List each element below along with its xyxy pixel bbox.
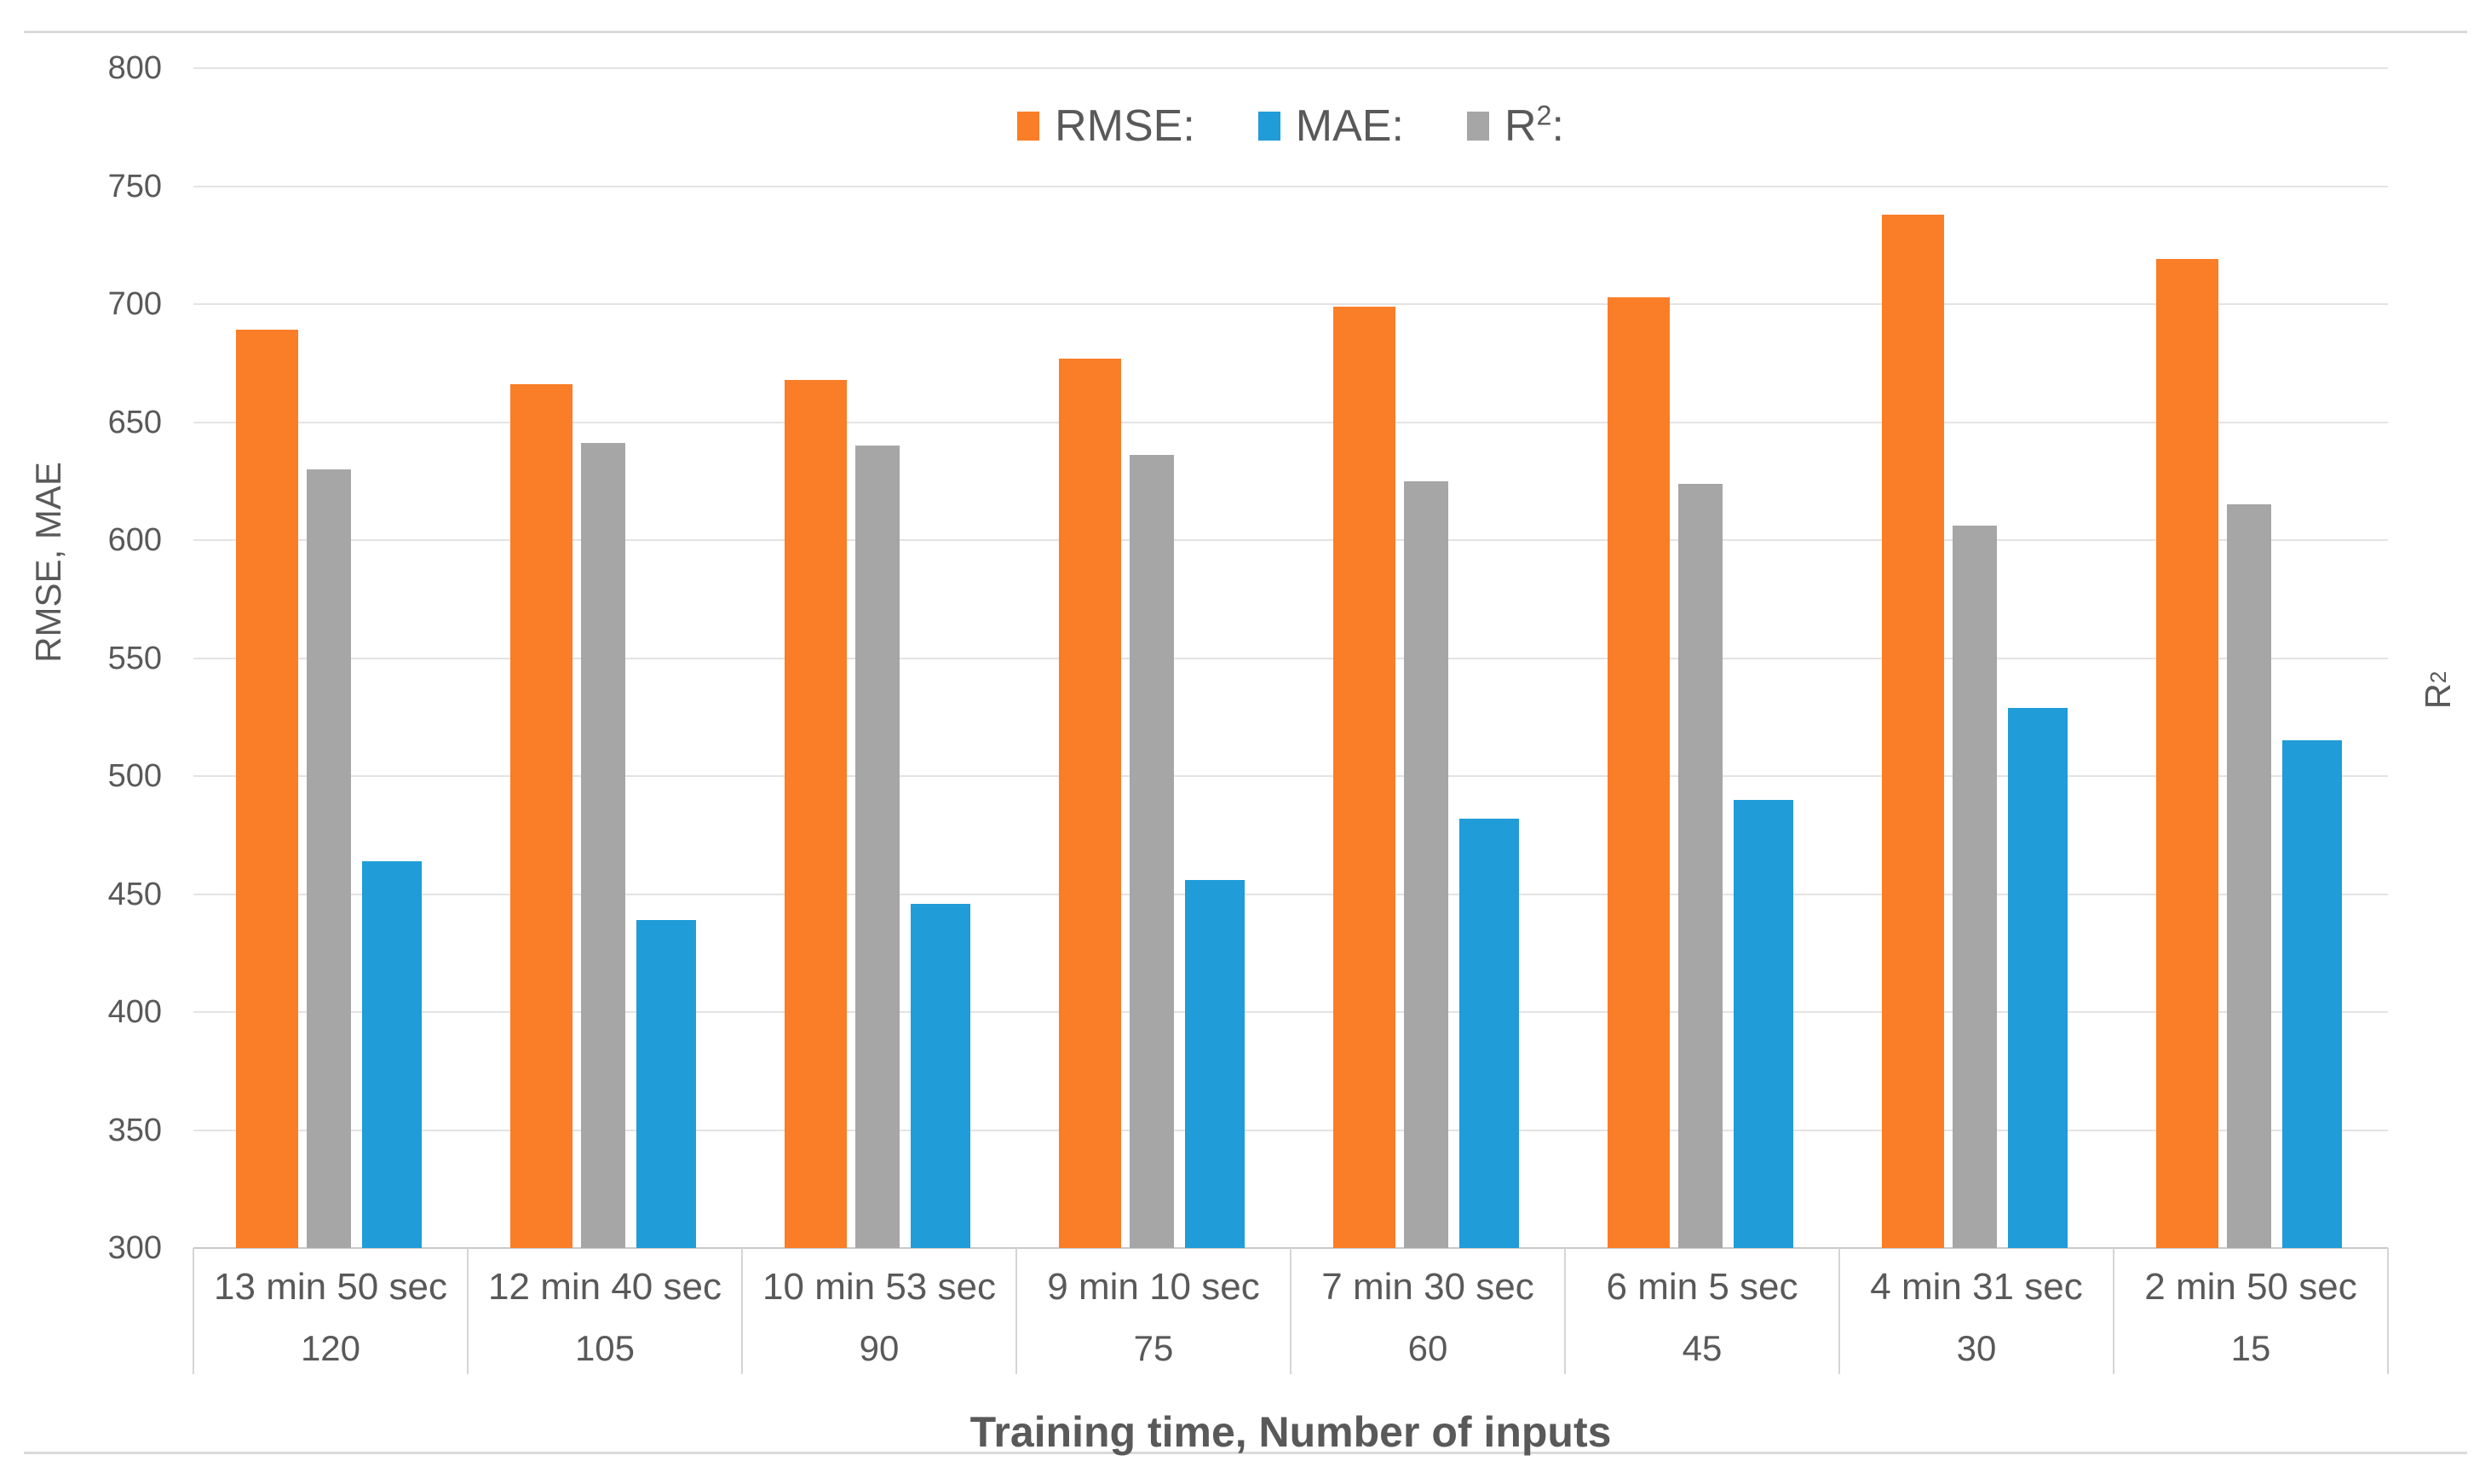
legend-swatch — [1257, 112, 1280, 141]
gridline — [193, 185, 2388, 187]
category-separator — [193, 1248, 194, 1374]
bar-group — [1565, 68, 1839, 1248]
bar-rmse — [1332, 306, 1395, 1248]
bar-rmse — [509, 384, 572, 1248]
category-separator — [741, 1248, 743, 1374]
bar-rmse — [1607, 296, 1670, 1248]
x-category-inputs-label: 90 — [859, 1328, 900, 1368]
gridline — [193, 421, 2388, 423]
bar-group — [1839, 68, 2114, 1248]
legend-swatch — [1017, 112, 1040, 141]
legend-label: RMSE: — [1055, 101, 1195, 151]
x-category-time-label: 10 min 53 sec — [762, 1266, 996, 1308]
legend-item: MAE: — [1257, 101, 1404, 152]
category-separator — [2113, 1248, 2114, 1374]
x-category-time-label: 6 min 5 sec — [1606, 1266, 1798, 1308]
bar-group — [193, 68, 468, 1248]
category-separator — [1015, 1248, 1017, 1374]
x-category-inputs-label: 75 — [1133, 1328, 1174, 1368]
bar-mae — [1459, 818, 1519, 1248]
x-category-inputs-label: 105 — [574, 1328, 636, 1368]
chart-legend: RMSE: MAE: R2: — [193, 99, 2388, 153]
bar-rmse — [1058, 358, 1121, 1248]
legend-item: R2: — [1466, 100, 1564, 152]
bar-mae — [911, 903, 970, 1248]
x-category-inputs-label: 30 — [1956, 1328, 1997, 1368]
bar-r — [854, 446, 900, 1248]
x-axis-title: Training time, Number of inputs — [969, 1408, 1612, 1456]
bar-rmse — [235, 330, 298, 1248]
gridline — [193, 657, 2388, 659]
category-separator — [1290, 1248, 1292, 1374]
legend-label: MAE: — [1295, 101, 1404, 151]
top-divider-line — [24, 31, 2467, 33]
y-tick-label: 350 — [107, 1112, 162, 1148]
gridline — [193, 303, 2388, 305]
y-tick-label: 600 — [107, 522, 162, 558]
bar-mae — [2008, 707, 2068, 1248]
bar-r — [1952, 526, 1997, 1248]
gridline — [193, 1129, 2388, 1131]
gridline — [193, 539, 2388, 541]
x-category-inputs-label: 45 — [1682, 1328, 1723, 1368]
bar-r — [1129, 455, 1174, 1248]
gridline — [193, 893, 2388, 895]
bar-group — [1291, 68, 1565, 1248]
legend-label: R2: — [1504, 100, 1564, 151]
y-tick-label: 450 — [107, 876, 162, 912]
bar-rmse — [1881, 214, 1944, 1248]
bar-mae — [1185, 879, 1245, 1248]
category-separator — [1838, 1248, 1840, 1374]
x-category-inputs-label: 60 — [1407, 1328, 1448, 1368]
category-separator — [467, 1248, 469, 1374]
gridline — [193, 67, 2388, 69]
y-tick-label: 500 — [107, 758, 162, 794]
bar-mae — [636, 919, 696, 1248]
y-tick-label: 300 — [107, 1230, 162, 1266]
y-tick-label: 800 — [107, 50, 162, 86]
x-category-time-label: 2 min 50 sec — [2144, 1266, 2357, 1308]
y-tick-label: 650 — [107, 404, 162, 440]
y-tick-label: 750 — [107, 168, 162, 204]
x-category-time-label: 12 min 40 sec — [488, 1266, 722, 1308]
bar-mae — [1734, 799, 1793, 1248]
bar-r — [306, 469, 351, 1248]
y-axis-title: RMSE, MAE — [28, 462, 68, 663]
x-category-inputs-label: 15 — [2230, 1328, 2271, 1368]
legend-swatch — [1466, 112, 1489, 141]
category-separator — [2387, 1248, 2389, 1374]
y-tick-label: 550 — [107, 640, 162, 676]
y-tick-label: 400 — [107, 994, 162, 1030]
bar-group — [468, 68, 742, 1248]
x-category-time-label: 7 min 30 sec — [1321, 1266, 1534, 1308]
category-separator — [1564, 1248, 1566, 1374]
bar-r — [1677, 483, 1723, 1248]
bottom-divider-line — [24, 1452, 2467, 1454]
bar-mae — [2282, 740, 2342, 1248]
x-category-time-label: 4 min 31 sec — [1870, 1266, 2083, 1308]
bar-rmse — [784, 379, 847, 1248]
bar-group — [1016, 68, 1291, 1248]
bar-r — [2226, 504, 2271, 1248]
bar-group — [742, 68, 1016, 1248]
bar-rmse — [2155, 259, 2218, 1248]
gridline — [193, 1011, 2388, 1013]
bar-group — [2114, 68, 2388, 1248]
x-category-time-label: 13 min 50 sec — [214, 1266, 447, 1308]
x-category-time-label: 9 min 10 sec — [1047, 1266, 1260, 1308]
bar-r — [580, 443, 625, 1248]
bar-mae — [362, 860, 422, 1248]
bars-layer — [193, 68, 2388, 1248]
x-category-inputs-label: 120 — [300, 1328, 361, 1368]
x-axis-category-labels: 13 min 50 sec 120 12 min 40 sec 105 10 min 5… — [193, 1248, 2389, 1374]
bar-r — [1403, 480, 1448, 1248]
legend-item: RMSE: — [1017, 101, 1195, 152]
plot-area — [193, 67, 2388, 1249]
y-tick-label: 700 — [107, 286, 162, 322]
gridline — [193, 775, 2388, 777]
